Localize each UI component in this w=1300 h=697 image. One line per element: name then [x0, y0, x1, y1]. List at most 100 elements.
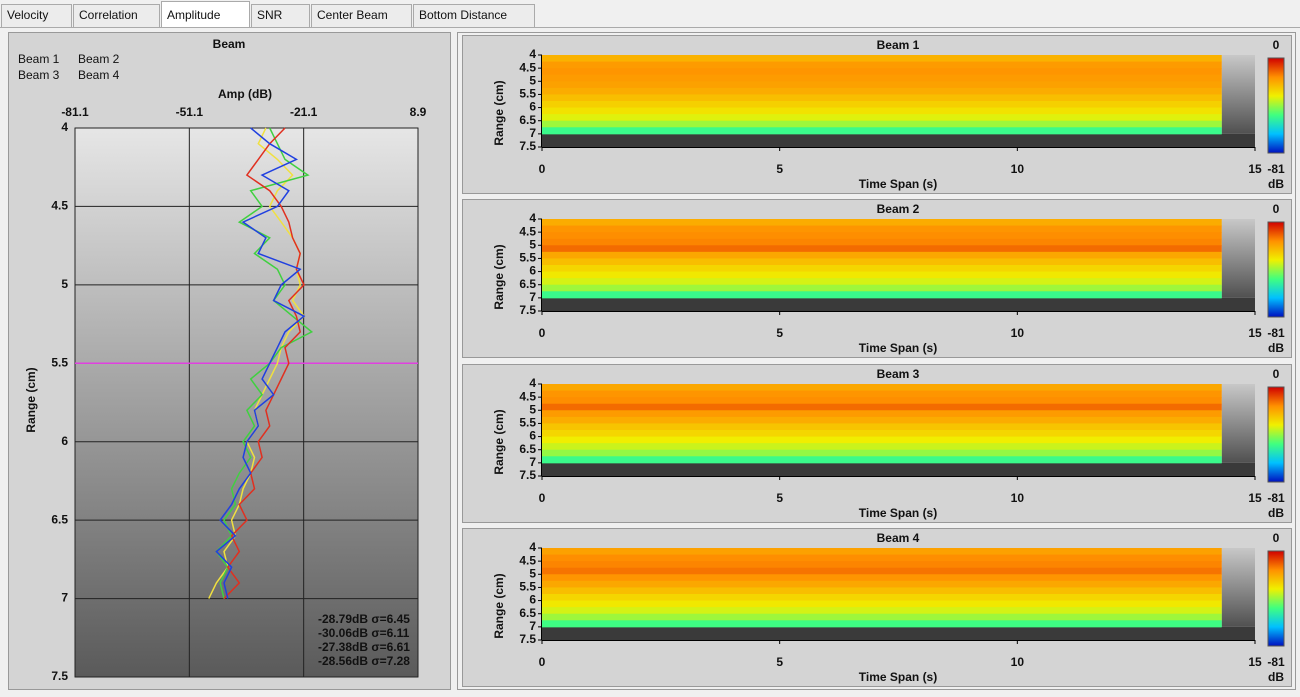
no-data [542, 297, 1255, 311]
y-tick-label: 5.5 [519, 416, 536, 430]
heat-cell [542, 120, 1222, 128]
tab-label[interactable]: SNR [257, 8, 283, 22]
tab-label[interactable]: Center Beam [317, 8, 388, 22]
y-tick-label: 6 [529, 264, 536, 278]
x-axis-label: Time Span (s) [859, 177, 937, 191]
heat-cell [542, 443, 1222, 451]
tab[interactable] [251, 4, 310, 28]
heat-cell [542, 94, 1222, 102]
heat-cell [542, 238, 1222, 246]
legend-entry: Beam 4 [78, 68, 120, 82]
y-tick-label: 6 [529, 429, 536, 443]
legend-entry: Beam 1 [18, 52, 60, 66]
y-tick-label: 7.5 [519, 303, 536, 317]
y-tick-label: 4 [529, 540, 536, 554]
plot-area [74, 127, 419, 678]
heat-cell [542, 55, 1222, 63]
y-tick-label: 7 [61, 591, 68, 605]
heat-cell [542, 265, 1222, 273]
tab[interactable] [1, 4, 72, 28]
x-axis-label: Time Span (s) [859, 506, 937, 520]
no-data [542, 626, 1255, 640]
colorbar-tick-label: 0 [1273, 202, 1280, 216]
heat-cell [542, 390, 1222, 398]
heat-cell [542, 225, 1222, 233]
heat-cell [542, 554, 1222, 562]
y-tick-label: 4.5 [51, 199, 68, 213]
chart-title: Beam [213, 37, 246, 51]
chart-title: Beam 3 [877, 367, 920, 381]
heat-cell [542, 403, 1222, 411]
x-tick-label: 8.9 [410, 105, 427, 119]
x-tick-label: 5 [776, 162, 783, 176]
y-tick-label: 6.5 [519, 606, 536, 620]
y-axis-label: Range (cm) [492, 409, 506, 474]
tab[interactable] [413, 4, 535, 28]
heat-cell [542, 397, 1222, 405]
colorbar-tick-label: -81 [1267, 655, 1285, 669]
tab[interactable] [311, 4, 412, 28]
y-tick-label: 6.5 [519, 442, 536, 456]
y-tick-label: 7 [529, 126, 536, 140]
tab-label[interactable]: Bottom Distance [419, 8, 507, 22]
y-tick-label: 4.5 [519, 224, 536, 238]
y-tick-label: 6 [529, 100, 536, 114]
y-axis-label: Range (cm) [24, 367, 38, 432]
fill-bar [1221, 384, 1255, 463]
x-tick-label: 10 [1011, 491, 1025, 505]
heat-cell [542, 232, 1222, 240]
heat-cell [542, 561, 1222, 569]
stat-label: -28.56dB σ=7.28 [318, 654, 410, 668]
heat-cell [542, 613, 1222, 621]
colorbar-tick-label: -81 [1267, 326, 1285, 340]
tab[interactable] [161, 1, 250, 28]
heat-cell [542, 410, 1222, 418]
y-tick-label: 5 [529, 237, 536, 251]
y-tick-label: 7 [529, 619, 536, 633]
heat-cell [542, 430, 1222, 438]
y-tick-label: 7.5 [51, 669, 68, 683]
heat-cell [542, 219, 1222, 227]
colorbar-tick-label: 0 [1273, 531, 1280, 545]
y-tick-label: 7.5 [519, 632, 536, 646]
y-tick-label: 6.5 [51, 512, 68, 526]
heat-cell [542, 436, 1222, 444]
fill-bar [1221, 219, 1255, 298]
x-tick-label: 15 [1248, 655, 1262, 669]
heat-cell [542, 449, 1222, 457]
colorbar-unit: dB [1268, 177, 1284, 191]
x-axis-label: Time Span (s) [859, 341, 937, 355]
y-axis-label: Range (cm) [492, 80, 506, 145]
heat-cell [542, 258, 1222, 266]
x-tick-label: 10 [1011, 162, 1025, 176]
tab-label[interactable]: Correlation [79, 8, 138, 22]
y-tick-label: 6.5 [519, 277, 536, 291]
heat-cell [542, 278, 1222, 286]
heat-cell [542, 600, 1222, 608]
tab[interactable] [73, 4, 160, 28]
heat-cell [542, 548, 1222, 556]
tab-label[interactable]: Velocity [7, 8, 48, 22]
heat-cell [542, 107, 1222, 115]
heat-cell [542, 620, 1222, 628]
x-tick-label: 10 [1011, 655, 1025, 669]
y-tick-label: 7 [529, 290, 536, 304]
no-data [542, 133, 1255, 147]
x-tick-label: 5 [776, 326, 783, 340]
legend-entry: Beam 3 [18, 68, 60, 82]
y-tick-label: 5 [529, 73, 536, 87]
heat-cell [542, 81, 1222, 89]
colorbar-tick-label: -81 [1267, 491, 1285, 505]
heat-cell [542, 127, 1222, 135]
heat-cell [542, 284, 1222, 292]
x-tick-label: -81.1 [61, 105, 89, 119]
tab-label[interactable]: Amplitude [167, 8, 221, 22]
colorbar-unit: dB [1268, 341, 1284, 355]
colorbar [1267, 386, 1285, 483]
colorbar [1267, 221, 1285, 318]
x-tick-label: 5 [776, 655, 783, 669]
colorbar-unit: dB [1268, 670, 1284, 684]
fill-bar [1221, 548, 1255, 627]
stat-label: -27.38dB σ=6.61 [318, 640, 410, 654]
